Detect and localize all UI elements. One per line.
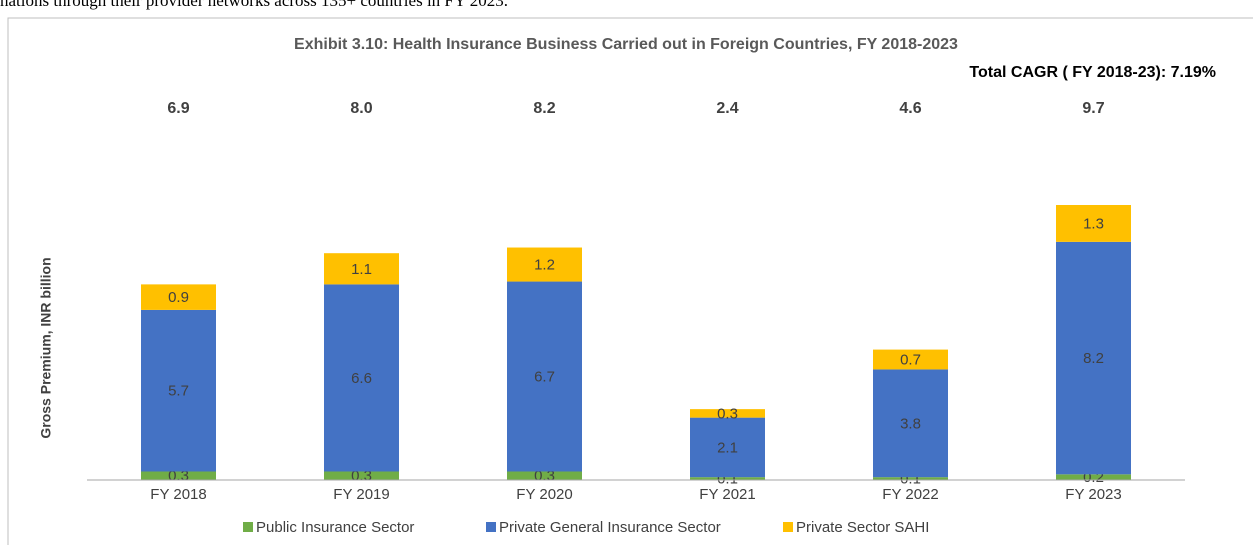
bar-segment: [873, 369, 948, 478]
bar-segment: [873, 349, 948, 370]
bar-segment: [507, 247, 582, 282]
bar-segment: [141, 309, 216, 472]
bar-segment: [507, 281, 582, 472]
total-label: 9.7: [1082, 100, 1104, 117]
total-label: 8.2: [533, 100, 555, 117]
data-label: 2.1: [717, 439, 738, 456]
data-label: 6.6: [351, 370, 372, 387]
data-label: 6.7: [534, 368, 555, 385]
total-label: 6.9: [167, 100, 189, 117]
legend-label: Private General Insurance Sector: [499, 519, 721, 536]
data-label: 0.3: [717, 405, 738, 422]
cagr-annotation: Total CAGR ( FY 2018-23): 7.19%: [969, 64, 1216, 81]
bar-segment: [507, 471, 582, 480]
y-axis-label: Gross Premium, INR billion: [38, 257, 54, 438]
data-label: 1.3: [1083, 215, 1104, 232]
bar-segment: [690, 477, 765, 480]
chart-title: Exhibit 3.10: Health Insurance Business …: [294, 36, 958, 53]
bar-segment: [1056, 205, 1131, 242]
bar-segment: [1056, 241, 1131, 475]
legend-swatch: [486, 522, 496, 532]
legend-swatch: [783, 522, 793, 532]
bar-segment: [324, 284, 399, 472]
bar-segment: [873, 477, 948, 480]
data-label: 8.2: [1083, 350, 1104, 367]
data-label: 0.9: [168, 289, 189, 306]
bar-segment: [141, 284, 216, 310]
x-tick-label: FY 2022: [882, 486, 938, 503]
total-label: 8.0: [350, 100, 372, 117]
total-label: 4.6: [899, 100, 921, 117]
data-label: 1.1: [351, 261, 372, 278]
legend-label: Public Insurance Sector: [256, 519, 414, 536]
x-tick-label: FY 2019: [333, 486, 389, 503]
bar-segment: [690, 409, 765, 418]
x-tick-label: FY 2023: [1065, 486, 1121, 503]
bar-segment: [324, 253, 399, 285]
total-label: 2.4: [716, 100, 738, 117]
legend-label: Private Sector SAHI: [796, 519, 929, 536]
legend-swatch: [243, 522, 253, 532]
x-tick-label: FY 2018: [150, 486, 206, 503]
data-label: 0.7: [900, 351, 921, 368]
data-label: 1.2: [534, 257, 555, 274]
bar-segment: [690, 417, 765, 478]
bar-segment: [1056, 474, 1131, 480]
intro-text: nations through their provider networks …: [0, 0, 508, 10]
x-tick-label: FY 2020: [516, 486, 572, 503]
data-label: 3.8: [900, 415, 921, 432]
x-tick-label: FY 2021: [699, 486, 755, 503]
data-label: 5.7: [168, 383, 189, 400]
bar-segment: [141, 471, 216, 480]
bar-segment: [324, 471, 399, 480]
